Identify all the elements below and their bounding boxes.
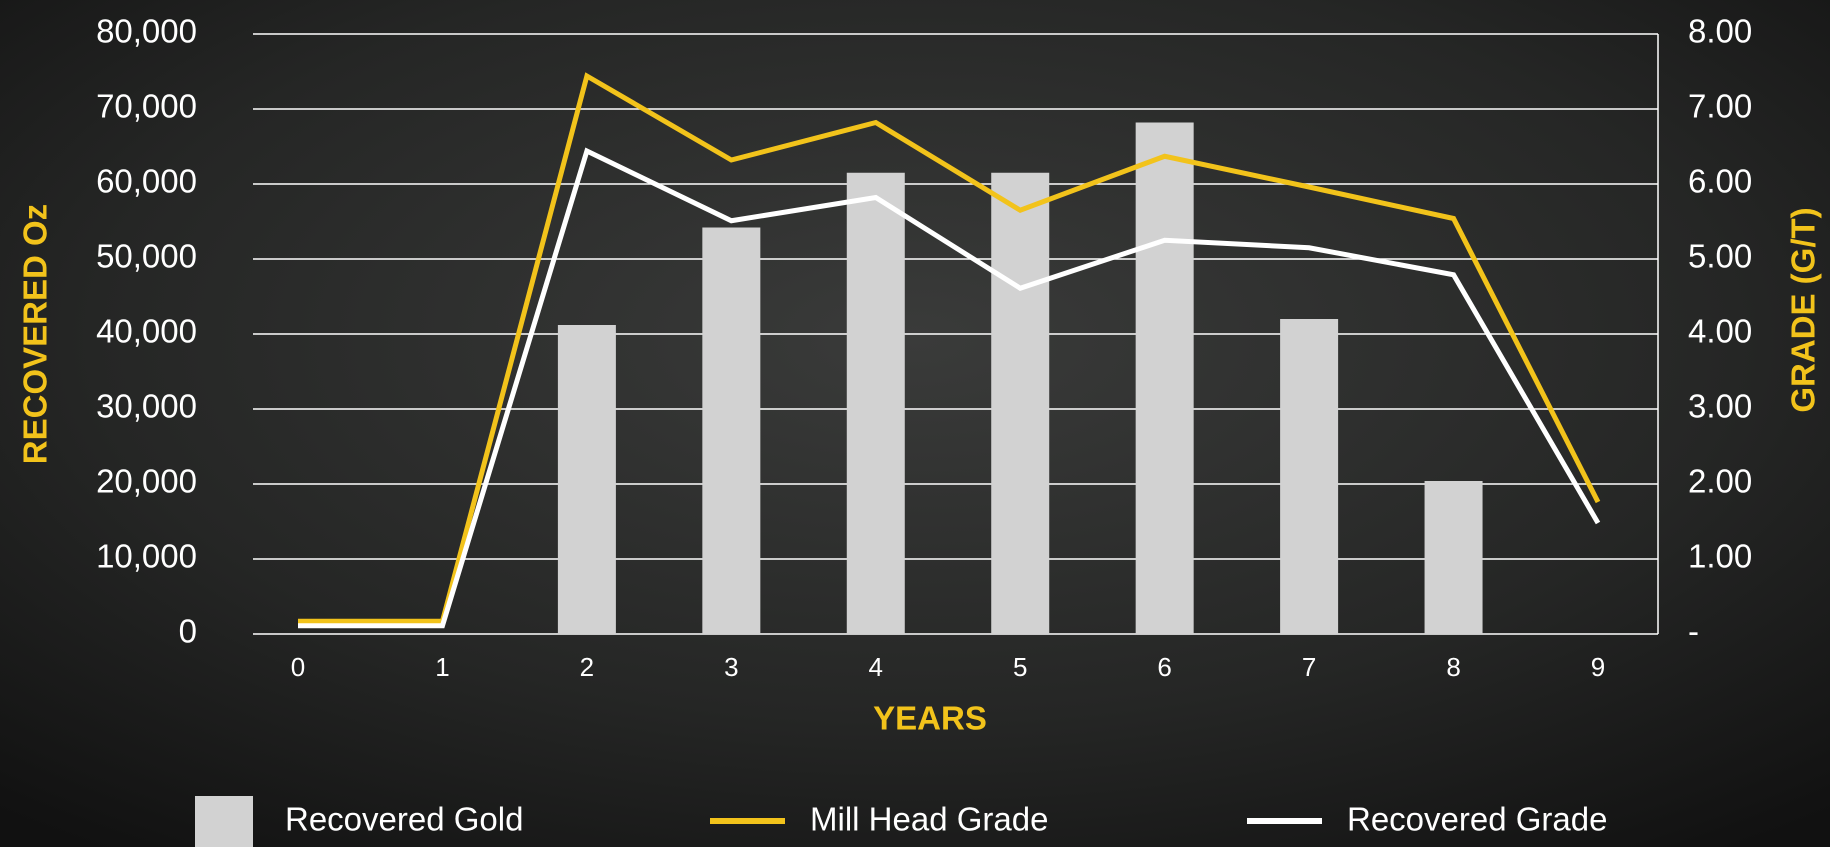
x-tick-label: 8 — [1446, 652, 1460, 682]
bar — [846, 172, 905, 634]
y2-axis-title: GRADE (G/T) — [1785, 207, 1822, 412]
y-tick-label: 70,000 — [96, 88, 197, 125]
legend-swatch — [195, 796, 253, 847]
x-tick-label: 2 — [580, 652, 594, 682]
x-tick-label: 3 — [724, 652, 738, 682]
y2-tick-label: 3.00 — [1688, 388, 1752, 425]
bar — [1424, 481, 1483, 634]
legend-item: Mill Head Grade — [710, 801, 1048, 838]
y2-tick-label: 8.00 — [1688, 13, 1752, 50]
bar — [557, 325, 616, 634]
y-tick-label: 20,000 — [96, 463, 197, 500]
bar — [1135, 122, 1194, 634]
legend-label: Recovered Gold — [285, 801, 523, 838]
y-tick-label: 80,000 — [96, 13, 197, 50]
y-tick-label: 40,000 — [96, 313, 197, 350]
legend-label: Mill Head Grade — [810, 801, 1048, 838]
x-tick-label: 9 — [1591, 652, 1605, 682]
line — [298, 72, 1601, 624]
y2-tick-label: 6.00 — [1688, 163, 1752, 200]
y2-tick-label: - — [1688, 613, 1699, 650]
x-tick-label: 0 — [291, 652, 305, 682]
x-tick-label: 6 — [1157, 652, 1171, 682]
y-tick-label: 50,000 — [96, 238, 197, 275]
line — [298, 147, 1601, 629]
y2-tick-label: 4.00 — [1688, 313, 1752, 350]
y2-tick-label: 7.00 — [1688, 88, 1752, 125]
legend-label: Recovered Grade — [1347, 801, 1607, 838]
x-tick-label: 1 — [435, 652, 449, 682]
x-tick-label: 7 — [1302, 652, 1316, 682]
y2-tick-label: 1.00 — [1688, 538, 1752, 575]
bar — [991, 172, 1050, 634]
x-axis-title: YEARS — [873, 700, 987, 737]
x-tick-label: 4 — [869, 652, 883, 682]
y-tick-label: 10,000 — [96, 538, 197, 575]
bar — [1280, 319, 1339, 634]
x-tick-label: 5 — [1013, 652, 1027, 682]
legend-item: Recovered Grade — [1247, 801, 1607, 838]
y2-tick-label: 5.00 — [1688, 238, 1752, 275]
y-tick-label: 60,000 — [96, 163, 197, 200]
y2-tick-label: 2.00 — [1688, 463, 1752, 500]
legend-item: Recovered Gold — [195, 796, 523, 847]
y-tick-label: 0 — [179, 613, 197, 650]
bar — [702, 227, 761, 634]
y-axis-title: RECOVERED Oz — [17, 204, 54, 464]
y-tick-label: 30,000 — [96, 388, 197, 425]
